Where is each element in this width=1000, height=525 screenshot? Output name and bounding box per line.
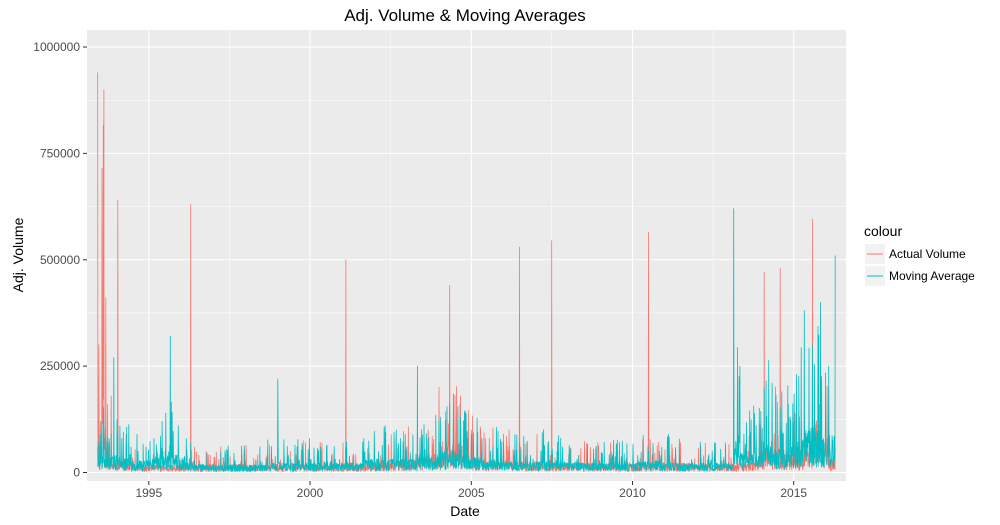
legend-entry-moving-average: Moving Average [865, 266, 975, 286]
x-tick-label: 2000 [297, 486, 324, 500]
x-tick-label: 2015 [780, 486, 807, 500]
series-line-moving-average [97, 208, 836, 472]
tick-layer: 0 250000 500000 750000 1000000 1995 2000 2005 20… [33, 40, 807, 500]
y-tick-label: 750000 [40, 146, 80, 160]
y-tick-label: 1000000 [33, 40, 80, 54]
legend-title: colour [864, 223, 902, 239]
y-axis-title: Adj. Volume [10, 217, 26, 292]
x-tick-label: 1995 [135, 486, 162, 500]
x-axis-title: Date [450, 503, 480, 519]
series-layer [97, 72, 836, 472]
x-tick-label: 2010 [619, 486, 646, 500]
legend-label-moving-average: Moving Average [889, 269, 975, 283]
legend: colour Actual Volume Moving Average [864, 223, 975, 286]
legend-entry-actual-volume: Actual Volume [865, 244, 966, 264]
legend-label-actual-volume: Actual Volume [889, 247, 966, 261]
y-tick-label: 500000 [40, 253, 80, 267]
y-tick-label: 250000 [40, 359, 80, 373]
grid-layer [87, 30, 846, 481]
plot-panel [87, 30, 846, 481]
y-tick-label: 0 [73, 465, 80, 479]
chart-title: Adj. Volume & Moving Averages [344, 6, 586, 25]
x-tick-label: 2005 [458, 486, 485, 500]
chart-title-text: Adj. Volume & Moving Averages [344, 6, 586, 25]
